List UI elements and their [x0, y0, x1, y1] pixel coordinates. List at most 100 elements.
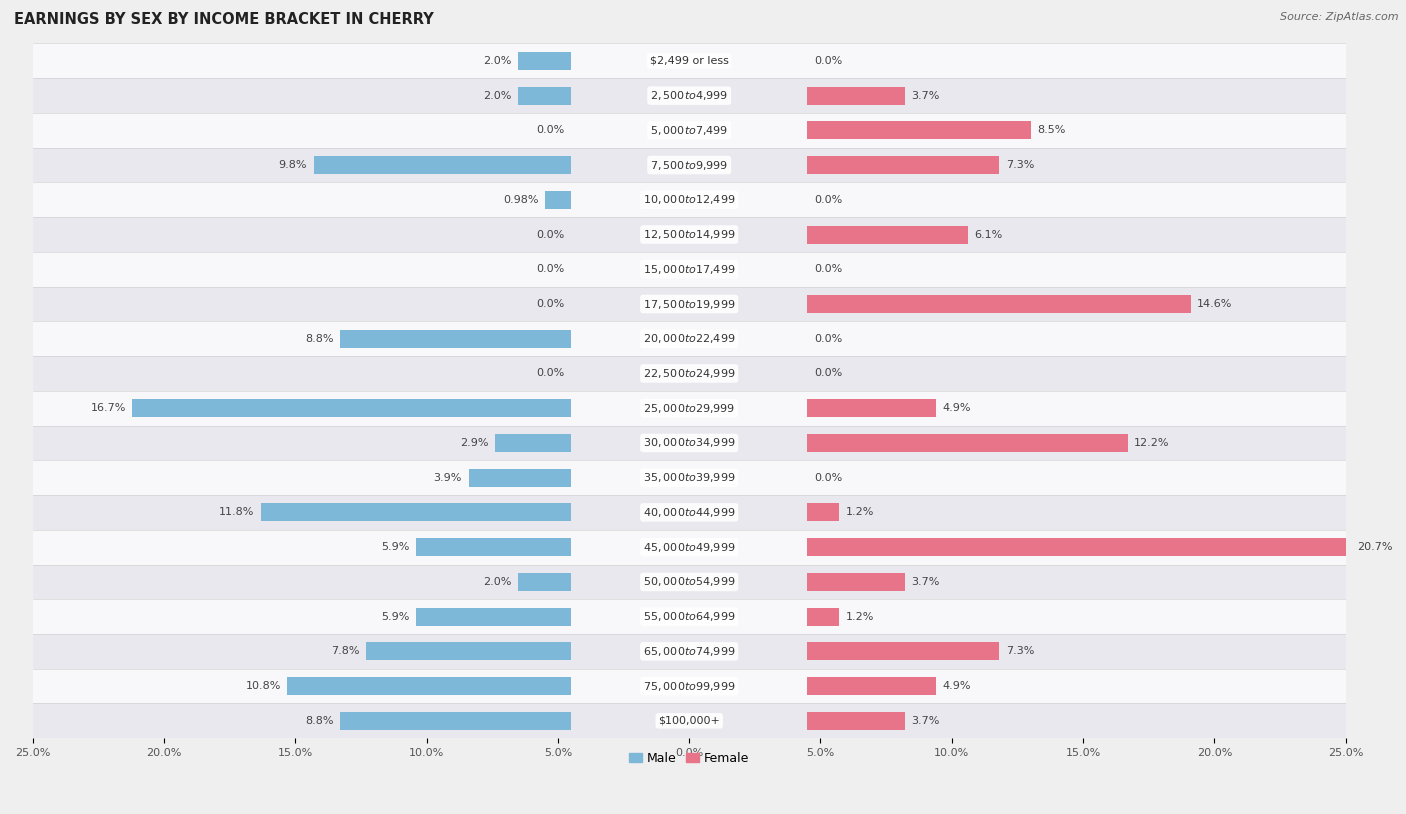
Text: 3.7%: 3.7%: [911, 716, 939, 726]
Text: 4.9%: 4.9%: [942, 681, 972, 691]
Bar: [519, 52, 571, 70]
Text: $15,000 to $17,499: $15,000 to $17,499: [643, 263, 735, 276]
Bar: [32, 287, 1346, 322]
Bar: [807, 399, 936, 418]
Text: 4.9%: 4.9%: [942, 403, 972, 414]
Text: $2,499 or less: $2,499 or less: [650, 56, 728, 66]
Text: $22,500 to $24,999: $22,500 to $24,999: [643, 367, 735, 380]
Text: 10.8%: 10.8%: [246, 681, 281, 691]
Text: $65,000 to $74,999: $65,000 to $74,999: [643, 645, 735, 658]
Text: 16.7%: 16.7%: [90, 403, 127, 414]
Bar: [807, 677, 936, 695]
Text: $75,000 to $99,999: $75,000 to $99,999: [643, 680, 735, 693]
Text: 7.8%: 7.8%: [332, 646, 360, 656]
Bar: [32, 43, 1346, 78]
Text: 0.0%: 0.0%: [536, 230, 564, 239]
Text: 14.6%: 14.6%: [1198, 299, 1233, 309]
Bar: [32, 322, 1346, 356]
Bar: [340, 711, 571, 730]
Bar: [519, 573, 571, 591]
Bar: [807, 295, 1191, 313]
Text: 2.0%: 2.0%: [484, 56, 512, 66]
Text: 2.0%: 2.0%: [484, 577, 512, 587]
Bar: [314, 156, 571, 174]
Bar: [132, 399, 571, 418]
Bar: [32, 252, 1346, 287]
Bar: [32, 495, 1346, 530]
Text: $50,000 to $54,999: $50,000 to $54,999: [643, 575, 735, 589]
Text: 5.9%: 5.9%: [381, 542, 409, 552]
Text: 12.2%: 12.2%: [1135, 438, 1170, 448]
Bar: [468, 469, 571, 487]
Bar: [519, 86, 571, 105]
Text: $30,000 to $34,999: $30,000 to $34,999: [643, 436, 735, 449]
Text: $45,000 to $49,999: $45,000 to $49,999: [643, 540, 735, 554]
Bar: [807, 503, 839, 522]
Text: 9.8%: 9.8%: [278, 160, 307, 170]
Text: 6.1%: 6.1%: [974, 230, 1002, 239]
Text: $40,000 to $44,999: $40,000 to $44,999: [643, 506, 735, 519]
Text: $35,000 to $39,999: $35,000 to $39,999: [643, 471, 735, 484]
Text: 3.9%: 3.9%: [433, 473, 463, 483]
Bar: [32, 113, 1346, 147]
Bar: [32, 634, 1346, 669]
Bar: [807, 434, 1128, 452]
Text: 0.0%: 0.0%: [814, 334, 842, 344]
Text: Source: ZipAtlas.com: Source: ZipAtlas.com: [1281, 12, 1399, 22]
Bar: [262, 503, 571, 522]
Text: $5,000 to $7,499: $5,000 to $7,499: [650, 124, 728, 137]
Text: 11.8%: 11.8%: [219, 507, 254, 518]
Text: 1.2%: 1.2%: [845, 611, 873, 622]
Text: 0.0%: 0.0%: [536, 265, 564, 274]
Bar: [32, 426, 1346, 461]
Text: $10,000 to $12,499: $10,000 to $12,499: [643, 193, 735, 206]
Text: 20.7%: 20.7%: [1358, 542, 1393, 552]
Text: 1.2%: 1.2%: [845, 507, 873, 518]
Bar: [32, 356, 1346, 391]
Text: 0.98%: 0.98%: [503, 195, 538, 205]
Bar: [807, 711, 904, 730]
Bar: [32, 182, 1346, 217]
Text: 8.5%: 8.5%: [1038, 125, 1066, 135]
Bar: [32, 565, 1346, 599]
Text: 0.0%: 0.0%: [814, 369, 842, 379]
Text: $55,000 to $64,999: $55,000 to $64,999: [643, 610, 735, 624]
Text: $2,500 to $4,999: $2,500 to $4,999: [650, 89, 728, 102]
Text: 2.9%: 2.9%: [460, 438, 488, 448]
Bar: [807, 642, 1000, 660]
Text: $17,500 to $19,999: $17,500 to $19,999: [643, 297, 735, 310]
Bar: [32, 217, 1346, 252]
Bar: [32, 703, 1346, 738]
Text: 8.8%: 8.8%: [305, 334, 333, 344]
Text: EARNINGS BY SEX BY INCOME BRACKET IN CHERRY: EARNINGS BY SEX BY INCOME BRACKET IN CHE…: [14, 12, 434, 27]
Legend: Male, Female: Male, Female: [624, 747, 754, 770]
Text: $12,500 to $14,999: $12,500 to $14,999: [643, 228, 735, 241]
Bar: [546, 190, 571, 209]
Bar: [807, 225, 967, 243]
Text: $20,000 to $22,499: $20,000 to $22,499: [643, 332, 735, 345]
Bar: [807, 121, 1031, 139]
Bar: [807, 156, 1000, 174]
Text: 8.8%: 8.8%: [305, 716, 333, 726]
Text: 7.3%: 7.3%: [1005, 160, 1033, 170]
Text: 0.0%: 0.0%: [814, 56, 842, 66]
Bar: [495, 434, 571, 452]
Text: 3.7%: 3.7%: [911, 577, 939, 587]
Bar: [32, 669, 1346, 703]
Bar: [32, 461, 1346, 495]
Bar: [32, 147, 1346, 182]
Bar: [32, 530, 1346, 565]
Text: 7.3%: 7.3%: [1005, 646, 1033, 656]
Text: 5.9%: 5.9%: [381, 611, 409, 622]
Bar: [416, 607, 571, 626]
Bar: [32, 391, 1346, 426]
Bar: [807, 607, 839, 626]
Text: $100,000+: $100,000+: [658, 716, 720, 726]
Bar: [287, 677, 571, 695]
Text: 0.0%: 0.0%: [814, 265, 842, 274]
Text: 0.0%: 0.0%: [536, 125, 564, 135]
Text: 0.0%: 0.0%: [814, 473, 842, 483]
Text: 0.0%: 0.0%: [814, 195, 842, 205]
Bar: [807, 86, 904, 105]
Text: 2.0%: 2.0%: [484, 90, 512, 101]
